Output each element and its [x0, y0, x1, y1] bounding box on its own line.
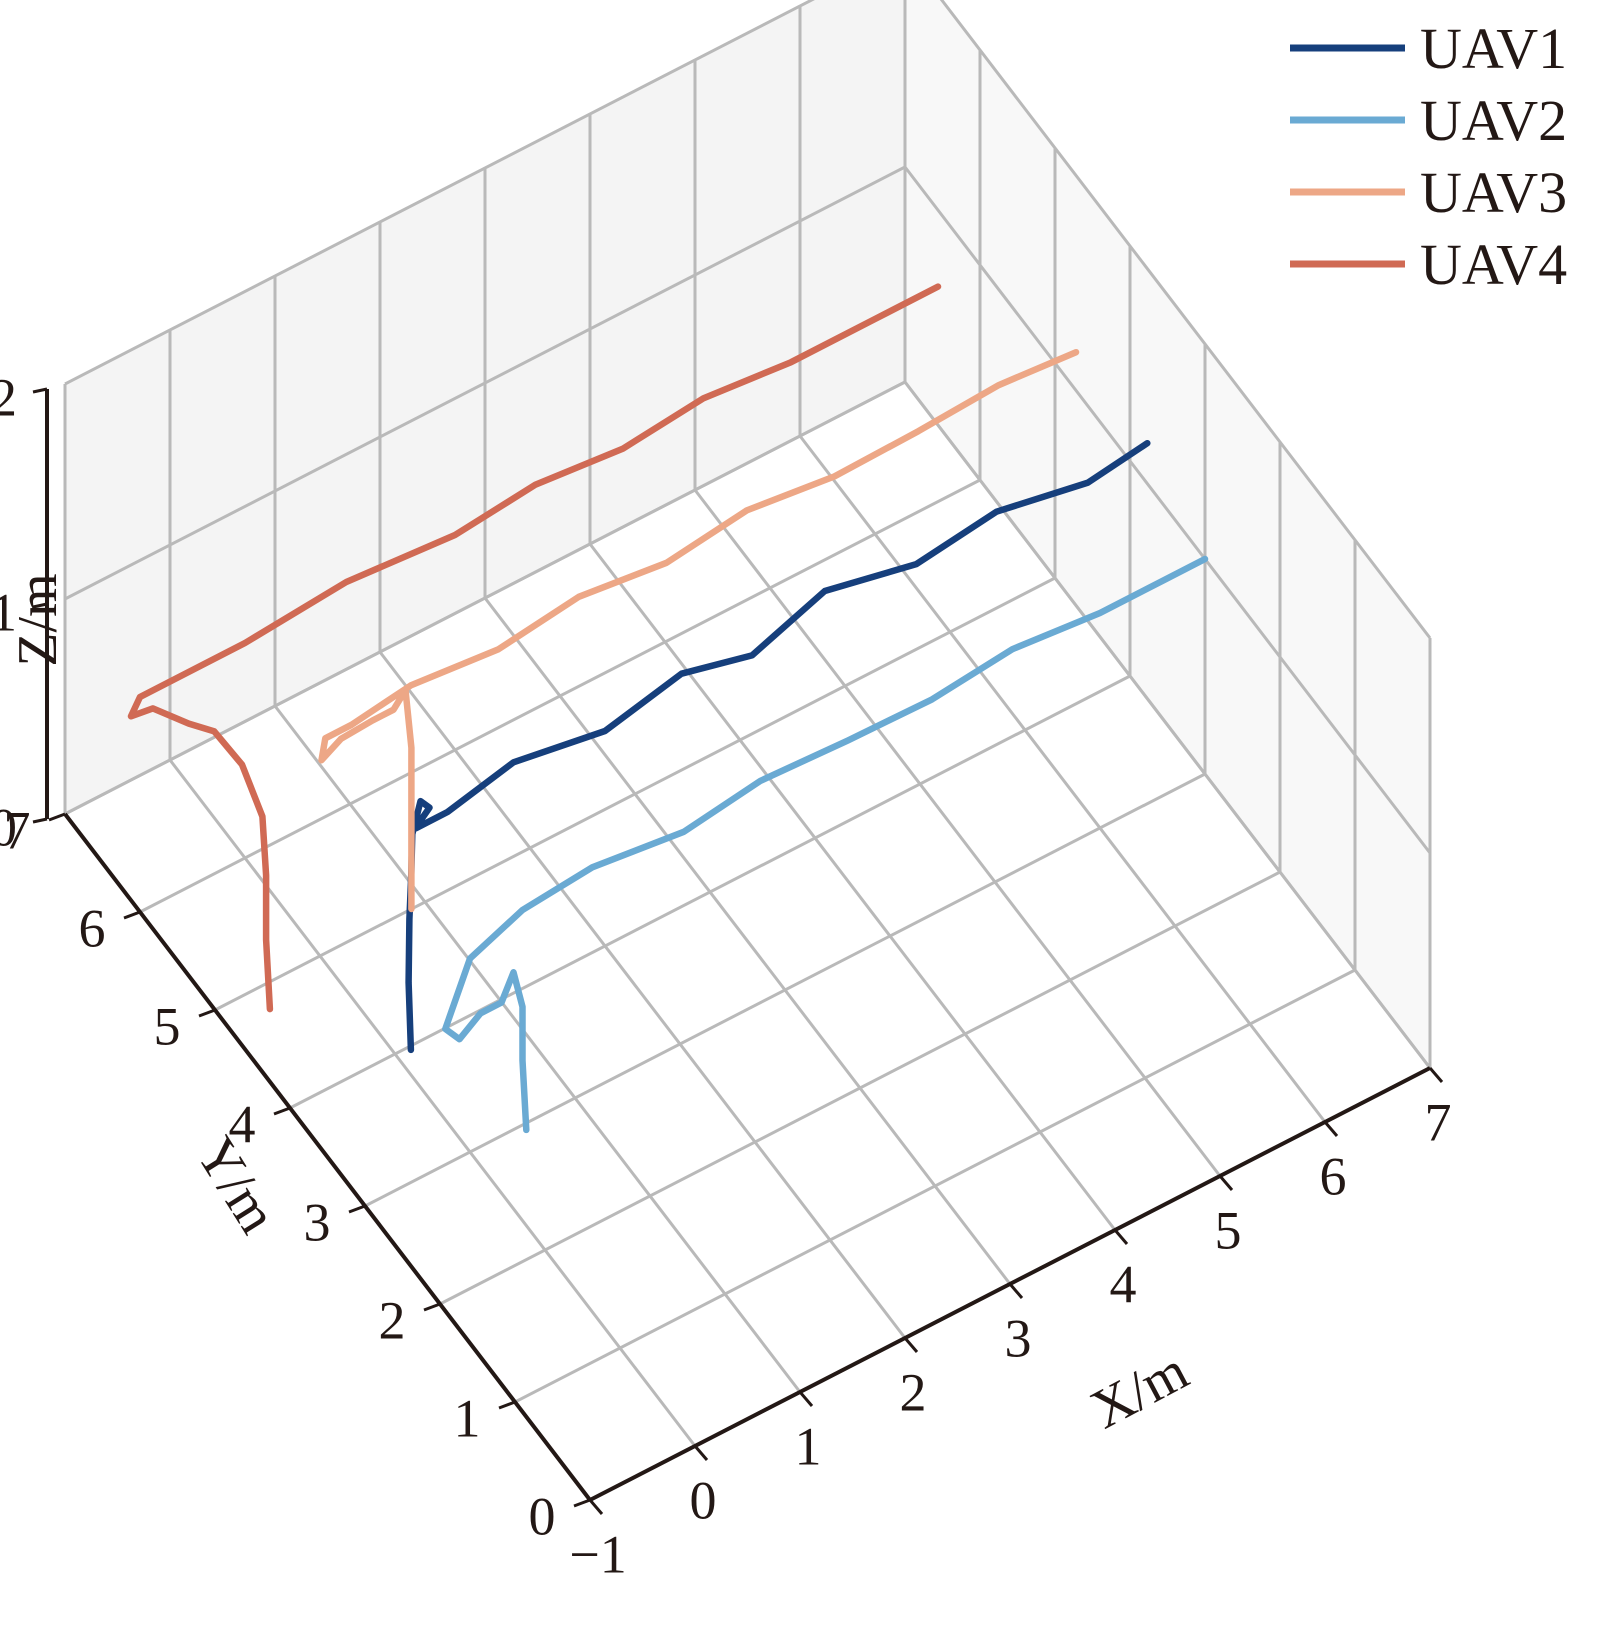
- floor-grid-line-x: [273, 705, 802, 1393]
- right-grid-line-z: [939, 0, 1432, 639]
- x-tick-label: 4: [1110, 1254, 1137, 1314]
- floor-grid-line-x: [378, 651, 907, 1339]
- y-tick-mark: [423, 1302, 441, 1312]
- legend-label: UAV4: [1420, 232, 1567, 297]
- axis-lines: [32, 387, 1444, 1515]
- legend-label: UAV2: [1420, 88, 1567, 153]
- y-tick-mark: [498, 1400, 516, 1410]
- z-tick-label: 0: [0, 797, 17, 857]
- y-axis-line: [63, 812, 592, 1502]
- x-tick-label: 0: [690, 1470, 717, 1530]
- back-grid-line-z: [64, 0, 815, 386]
- z-tick-mark: [32, 602, 48, 609]
- x-tick-mark: [1323, 1121, 1339, 1137]
- series-lines: [127, 283, 1209, 1134]
- series-line-uav4: [127, 283, 942, 1013]
- z-axis-title: Z/m: [7, 573, 69, 666]
- legend: UAV1 UAV2 UAV3 UAV4: [1290, 16, 1567, 297]
- floor-grid-line-y: [139, 478, 981, 914]
- legend-label: UAV3: [1420, 160, 1567, 225]
- floor-grid-line-y: [289, 674, 1131, 1110]
- floor-grid-line-x: [588, 543, 1117, 1231]
- y-tick-label: 4: [229, 1094, 256, 1154]
- x-tick-label: 6: [1320, 1146, 1347, 1206]
- y-tick-label: 2: [379, 1290, 406, 1350]
- floor-grid-line-y: [439, 870, 1281, 1306]
- x-tick-mark: [903, 1337, 919, 1353]
- floor-grid-line-y: [214, 576, 1056, 1012]
- x-tick-label: 3: [1005, 1308, 1032, 1368]
- y-axis-title: Y/m: [184, 1127, 289, 1244]
- z-tick-mark: [32, 817, 48, 824]
- back-grid-line-z: [64, 165, 906, 601]
- y-tick-mark: [48, 812, 66, 822]
- y-tick-mark: [573, 1498, 591, 1508]
- x-axis-title: X/m: [1081, 1340, 1198, 1441]
- x-tick-mark: [1113, 1229, 1129, 1245]
- x-tick-label: 5: [1215, 1200, 1242, 1260]
- floor-grid-line-x: [693, 489, 1222, 1177]
- x-tick-label: 7: [1425, 1092, 1452, 1152]
- x-tick-mark: [1008, 1283, 1024, 1299]
- back-grid-line-z: [64, 380, 906, 816]
- x-tick-mark: [1218, 1175, 1234, 1191]
- series-line-uav3: [318, 348, 1080, 913]
- z-tick-label: 1: [0, 582, 17, 642]
- y-tick-label: 3: [304, 1192, 331, 1252]
- y-tick-mark: [273, 1106, 291, 1116]
- legend-label: UAV1: [1420, 16, 1567, 81]
- right-pane: [905, 0, 1430, 1068]
- x-tick-mark: [588, 1499, 604, 1515]
- z-tick-label: 2: [0, 367, 17, 427]
- y-tick-mark: [348, 1204, 366, 1214]
- floor-grid-line-x: [483, 597, 1012, 1285]
- x-tick-mark: [798, 1391, 814, 1407]
- y-tick-label: 6: [79, 898, 106, 958]
- y-tick-label: 5: [154, 996, 181, 1056]
- floor-grid-line-y: [364, 772, 1206, 1208]
- floor-grid-line-y: [514, 968, 1356, 1404]
- floor-grid-line-x: [168, 759, 697, 1447]
- x-tick-mark: [1428, 1067, 1444, 1083]
- y-tick-mark: [198, 1008, 216, 1018]
- series-line-uav2: [442, 555, 1209, 1134]
- right-grid-line-z: [903, 381, 1432, 1069]
- y-tick-label: 0: [529, 1486, 556, 1546]
- x-tick-label: 2: [900, 1362, 927, 1422]
- right-grid-line-z: [903, 166, 1432, 854]
- x-tick-mark: [693, 1445, 709, 1461]
- y-tick-mark: [123, 910, 141, 920]
- x-tick-label: −1: [569, 1524, 626, 1584]
- y-tick-label: 1: [454, 1388, 481, 1448]
- z-tick-mark: [32, 387, 48, 394]
- x-tick-label: 1: [795, 1416, 822, 1476]
- floor-grid-line-x: [798, 435, 1327, 1123]
- y-tick-label: 7: [4, 800, 31, 860]
